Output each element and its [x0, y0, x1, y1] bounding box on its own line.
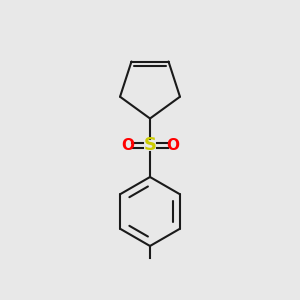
Text: S: S	[143, 136, 157, 154]
Text: O: O	[121, 138, 134, 153]
Text: O: O	[166, 138, 179, 153]
